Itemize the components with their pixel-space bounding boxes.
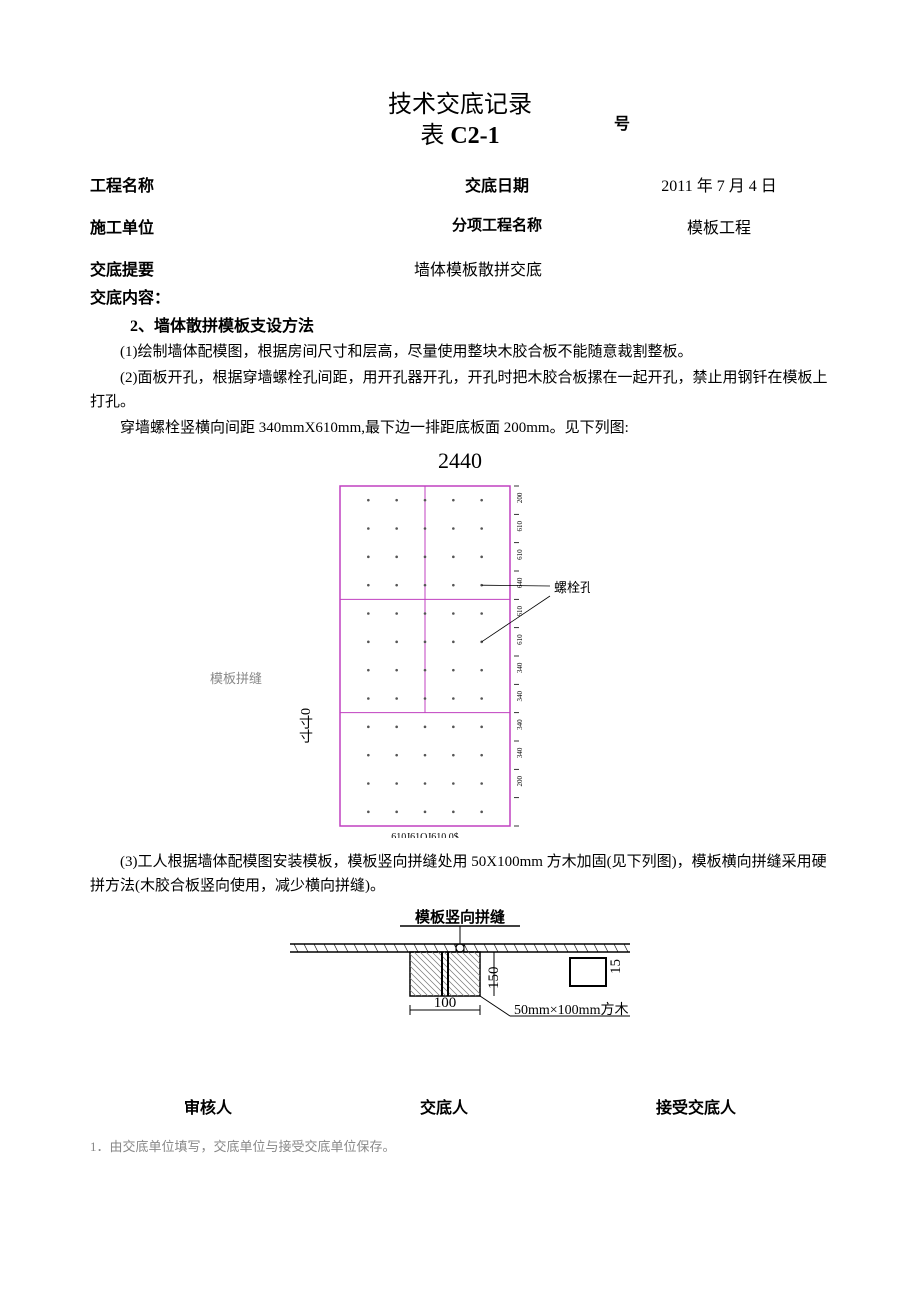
header-row-1: 工程名称 交底日期 2011 年 7 月 4 日 [90,172,830,196]
para-1: (1)绘制墙体配模图，根据房间尺寸和层高，尽量使用整块木胶合板不能随意裁割整板。 [90,340,830,364]
svg-text:模板竖向拼缝: 模板竖向拼缝 [415,908,505,926]
header-row-2: 施工单位 分项工程名称 模板工程 [90,214,830,238]
para-3: 穿墙螺栓竖横向间距 340mmX610mm,最下边一排距底板面 200mm。见下… [90,416,830,440]
svg-text:610: 610 [516,521,524,532]
svg-text:340: 340 [516,691,524,702]
sig-receiver: 接受交底人 [656,1094,736,1118]
sig-presenter: 交底人 [420,1094,468,1118]
date-label: 交底日期 [465,178,529,195]
svg-text:340: 340 [516,719,524,730]
para-2: (2)面板开孔，根据穿墙螺栓孔间距，用开孔器开孔，开孔时把木胶合板摞在一起开孔，… [90,366,830,414]
svg-text:610: 610 [516,549,524,560]
svg-text:100: 100 [434,995,457,1011]
sig-reviewer: 审核人 [184,1094,232,1118]
diagram-1: 2440 模板拼缝 0寸寸 200 610 610 640 610 610 340 340 34… [90,448,830,838]
diagram-1-left-label: 模板拼缝 [210,668,262,687]
summary-label: 交底提要 [90,256,290,280]
summary-value: 墙体模板散拼交底 [414,256,542,280]
signature-row: 审核人 交底人 接受交底人 [90,1094,830,1118]
section-title: 2、墙体散拼模板支设方法 [130,312,830,336]
diagram-1-top-label: 2440 [438,448,482,474]
diagram-2: 模板竖向拼缝 100 150 15 50mm×100mm方木 [90,906,830,1056]
svg-text:610J61QJ610.0$: 610J61QJ610.0$ [391,832,459,838]
diagram-1-size-label: 0寸寸 [294,708,314,743]
subproj-value: 模板工程 [687,220,751,237]
para-4: (3)工人根据墙体配模图安装模板，模板竖向拼缝处用 50X100mm 方木加固(… [90,850,830,898]
title-block: 技术交底记录 表 C2-1 号 [90,90,830,152]
summary-row: 交底提要 墙体模板散拼交底 [90,256,830,280]
doc-title-2: 表 C2-1 [90,121,830,152]
svg-text:150: 150 [486,967,502,990]
diagram-1-svg: 200 610 610 640 610 610 340 340 340 340 200 螺栓孔 610J… [330,478,590,838]
svg-text:15: 15 [608,959,624,974]
svg-text:螺栓孔: 螺栓孔 [554,580,590,595]
subproj-label: 分项工程名称 [452,218,542,234]
svg-text:340: 340 [516,748,524,759]
svg-text:340: 340 [516,663,524,674]
svg-text:50mm×100mm方木: 50mm×100mm方木 [514,1002,628,1018]
form-code: C2-1 [450,123,499,149]
date-value: 2011 年 7 月 4 日 [661,178,776,195]
svg-text:610: 610 [516,606,524,617]
project-label: 工程名称 [90,178,154,195]
diagram-2-svg: 模板竖向拼缝 100 150 15 50mm×100mm方木 [270,906,650,1056]
svg-text:640: 640 [516,578,524,589]
content-label: 交底内容： [90,284,830,308]
svg-text:200: 200 [516,493,524,504]
doc-title-2-text: 表 [420,123,444,149]
svg-text:200: 200 [516,776,524,787]
svg-text:610: 610 [516,634,524,645]
hao-label: 号 [614,110,630,134]
doc-title-1: 技术交底记录 [90,90,830,121]
unit-label: 施工单位 [90,220,154,237]
footnote: 1．由交底单位填写，交底单位与接受交底单位保存。 [90,1136,830,1155]
